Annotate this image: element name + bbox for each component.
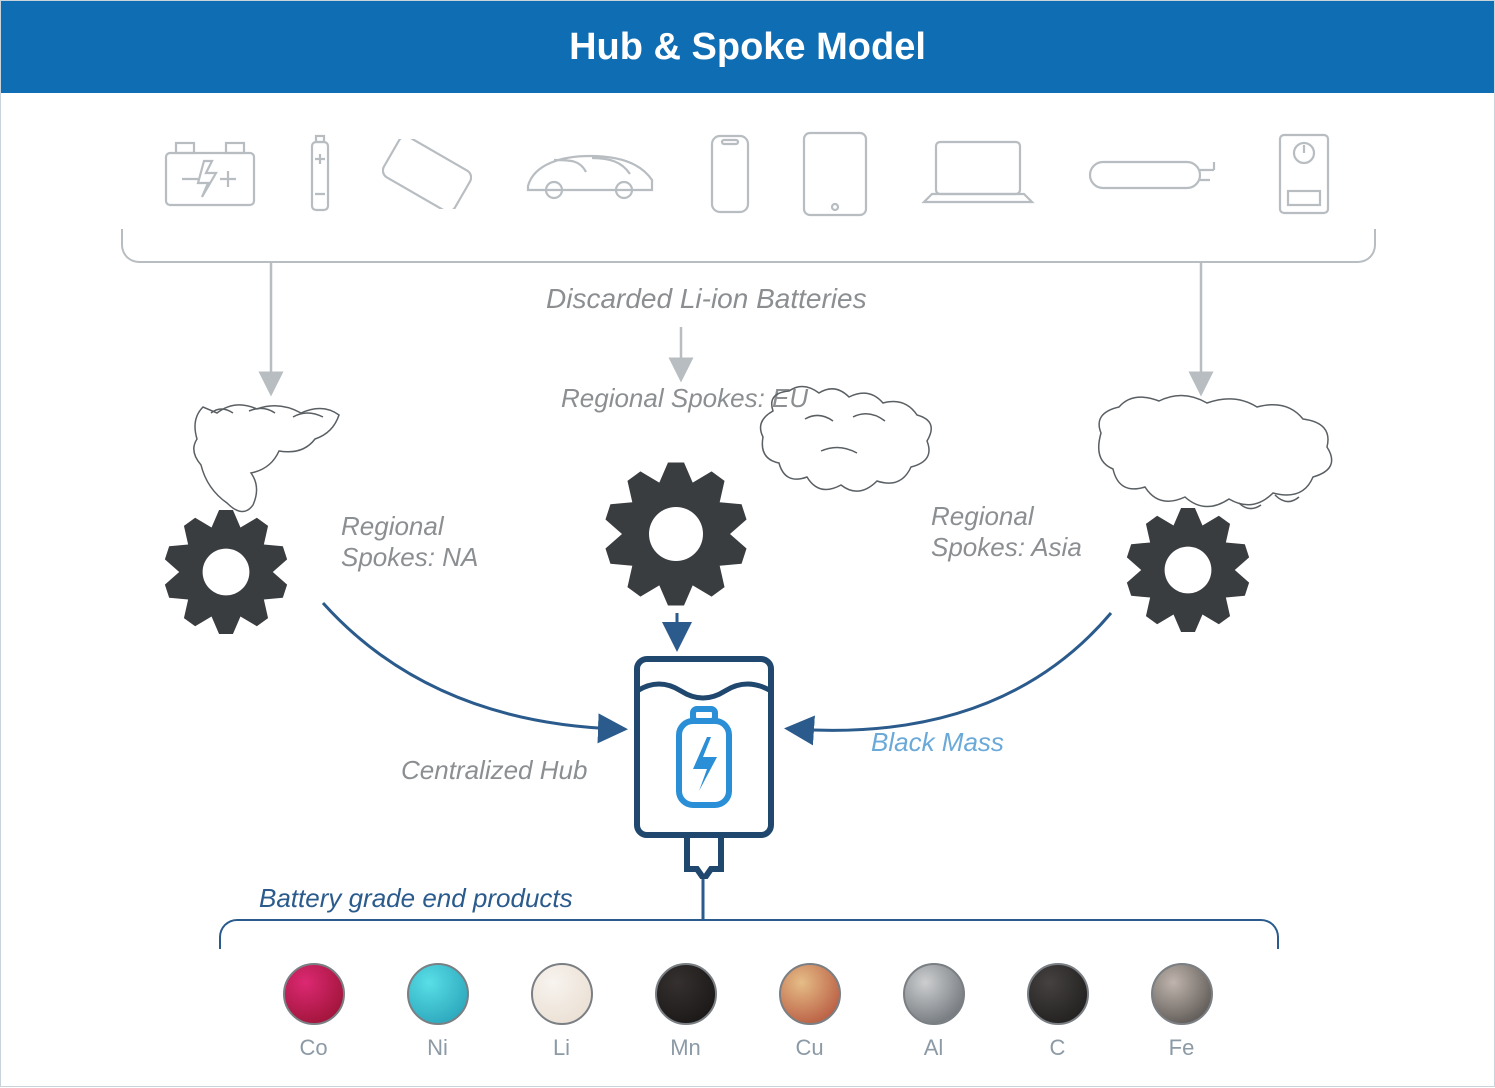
product-swatch-icon <box>1027 963 1089 1025</box>
product-swatch-icon <box>407 963 469 1025</box>
product-label: C <box>1050 1035 1066 1061</box>
product-label: Al <box>924 1035 944 1061</box>
product-mn: Mn <box>655 963 717 1061</box>
product-li: Li <box>531 963 593 1061</box>
product-fe: Fe <box>1151 963 1213 1061</box>
product-c: C <box>1027 963 1089 1061</box>
products-row: Co Ni Li Mn Cu Al C Fe <box>283 963 1213 1061</box>
product-ni: Ni <box>407 963 469 1061</box>
diagram-canvas: Discarded Li-ion Batteries Regional Spok… <box>1 93 1494 1086</box>
products-bracket <box>219 919 1279 949</box>
product-swatch-icon <box>903 963 965 1025</box>
hub-vessel-icon <box>629 651 779 879</box>
page-title: Hub & Spoke Model <box>569 26 926 69</box>
title-bar: Hub & Spoke Model <box>1 1 1494 93</box>
product-label: Co <box>299 1035 327 1061</box>
product-al: Al <box>903 963 965 1061</box>
product-swatch-icon <box>283 963 345 1025</box>
product-label: Cu <box>795 1035 823 1061</box>
product-swatch-icon <box>1151 963 1213 1025</box>
product-label: Ni <box>427 1035 448 1061</box>
product-cu: Cu <box>779 963 841 1061</box>
product-swatch-icon <box>531 963 593 1025</box>
product-label: Fe <box>1169 1035 1195 1061</box>
product-swatch-icon <box>779 963 841 1025</box>
product-co: Co <box>283 963 345 1061</box>
product-label: Li <box>553 1035 570 1061</box>
product-label: Mn <box>670 1035 701 1061</box>
product-swatch-icon <box>655 963 717 1025</box>
